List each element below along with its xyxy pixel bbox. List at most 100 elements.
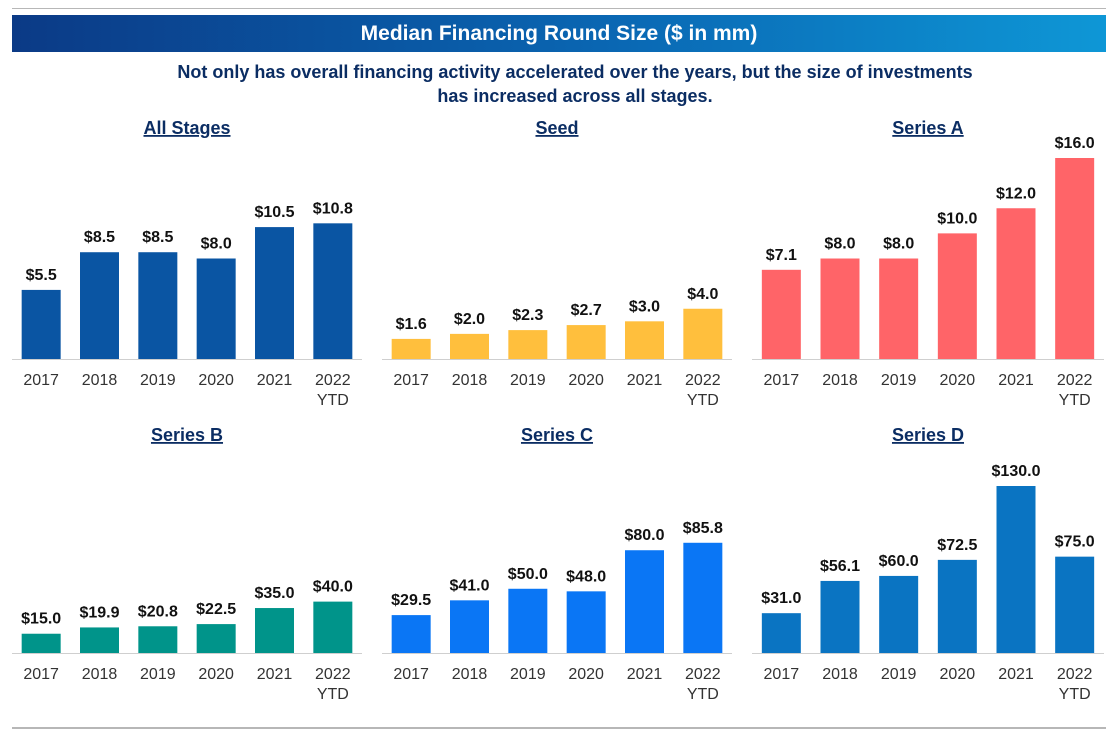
bar	[820, 258, 860, 359]
tick-label: 2019	[140, 666, 176, 683]
data-label: $3.0	[629, 298, 660, 315]
bar	[566, 325, 606, 359]
bar	[138, 252, 178, 359]
data-label: $12.0	[996, 185, 1036, 202]
bar	[1055, 158, 1095, 359]
chart-1: Seed $1.6 2017 $2.0 2018 $2.3 2019 $2.7 2020 $3.0…	[382, 118, 732, 409]
data-label: $7.1	[766, 247, 797, 264]
data-label: $10.5	[254, 204, 294, 221]
chart-title: Seed	[535, 118, 578, 138]
data-label: $130.0	[992, 463, 1041, 480]
tick-label: 2020	[940, 666, 976, 683]
bar	[80, 252, 119, 359]
tick-label: 2017	[764, 666, 800, 683]
data-label: $85.8	[683, 520, 723, 537]
data-label: $41.0	[449, 577, 489, 594]
chart-0: All Stages $5.5 2017 $8.5 2018 $8.5 2019 $8.0 20…	[12, 118, 362, 409]
top-divider	[12, 8, 1106, 9]
tick-label: 2021	[998, 372, 1034, 389]
data-label: $72.5	[937, 537, 977, 554]
bar	[138, 626, 178, 653]
bar	[996, 486, 1036, 653]
data-label: $2.0	[454, 311, 485, 328]
data-label: $56.1	[820, 558, 860, 575]
chart-title: Series A	[892, 118, 963, 138]
subtitle-line-2: has increased across all stages.	[437, 86, 713, 106]
tick-label: 2019	[140, 372, 176, 389]
bar	[313, 223, 353, 359]
tick-label: 2020	[198, 372, 234, 389]
bar	[1055, 556, 1095, 653]
chart-4: Series C $29.5 2017 $41.0 2018 $50.0 2019 $48.0…	[382, 425, 732, 703]
data-label: $8.0	[201, 236, 232, 253]
subtitle-line-1: Not only has overall financing activity …	[177, 62, 973, 82]
bar	[21, 633, 61, 653]
bar	[196, 624, 236, 653]
data-label: $22.5	[196, 601, 236, 618]
chart-2: Series A $7.1 2017 $8.0 2018 $8.0 2019 $10.0 202…	[752, 118, 1104, 409]
data-label: $75.0	[1055, 534, 1095, 551]
tick-label: 2019	[881, 372, 917, 389]
page-title: Median Financing Round Size ($ in mm)	[12, 15, 1106, 52]
data-label: $29.5	[391, 592, 431, 609]
tick-label: 2019	[510, 372, 546, 389]
bar	[937, 559, 977, 653]
tick-label: 2020	[198, 666, 234, 683]
bar	[625, 550, 664, 653]
data-label: $8.5	[84, 229, 115, 246]
tick-label: 2019	[881, 666, 917, 683]
tick-label: 2017	[23, 666, 59, 683]
data-label: $1.6	[396, 316, 427, 333]
tick-label: 2021	[257, 372, 293, 389]
tick-label: 2022 YTD	[315, 666, 351, 703]
data-label: $60.0	[879, 553, 919, 570]
chart-title: All Stages	[143, 118, 230, 138]
data-label: $19.9	[79, 604, 119, 621]
chart-5: Series D $31.0 2017 $56.1 2018 $60.0 2019 $72.5…	[752, 425, 1104, 703]
bar	[683, 542, 723, 653]
data-label: $20.8	[138, 603, 178, 620]
data-label: $5.5	[26, 267, 57, 284]
chart-title: Series D	[892, 425, 964, 445]
data-label: $8.0	[824, 236, 855, 253]
tick-label: 2021	[257, 666, 293, 683]
data-label: $10.8	[313, 200, 353, 217]
tick-label: 2018	[82, 372, 118, 389]
tick-label: 2022 YTD	[315, 372, 351, 409]
tick-label: 2017	[23, 372, 59, 389]
tick-label: 2022 YTD	[685, 666, 721, 703]
bar	[21, 289, 61, 359]
bar	[683, 308, 723, 359]
bar	[761, 613, 801, 653]
bar	[313, 601, 353, 653]
tick-label: 2017	[393, 666, 429, 683]
bar	[255, 608, 294, 653]
bar	[391, 615, 431, 653]
data-label: $16.0	[1055, 135, 1095, 152]
bar	[566, 591, 606, 653]
chart-3: Series B $15.0 2017 $19.9 2018 $20.8 2019 $22.5…	[12, 425, 362, 703]
tick-label: 2018	[822, 666, 858, 683]
tick-label: 2022 YTD	[1057, 372, 1093, 409]
tick-label: 2017	[764, 372, 800, 389]
bottom-divider	[12, 727, 1106, 729]
tick-label: 2020	[568, 666, 604, 683]
bar	[820, 580, 860, 653]
bar	[391, 338, 431, 359]
data-label: $8.0	[883, 236, 914, 253]
data-label: $4.0	[687, 286, 718, 303]
bar	[508, 330, 548, 359]
tick-label: 2019	[510, 666, 546, 683]
bar	[196, 258, 236, 359]
tick-label: 2022 YTD	[685, 372, 721, 409]
data-label: $40.0	[313, 579, 353, 596]
tick-label: 2018	[452, 666, 488, 683]
bar	[625, 321, 664, 359]
tick-label: 2022 YTD	[1057, 666, 1093, 703]
bar	[255, 227, 294, 359]
tick-label: 2018	[82, 666, 118, 683]
tick-label: 2018	[452, 372, 488, 389]
data-label: $48.0	[566, 568, 606, 585]
data-label: $2.3	[512, 307, 543, 324]
